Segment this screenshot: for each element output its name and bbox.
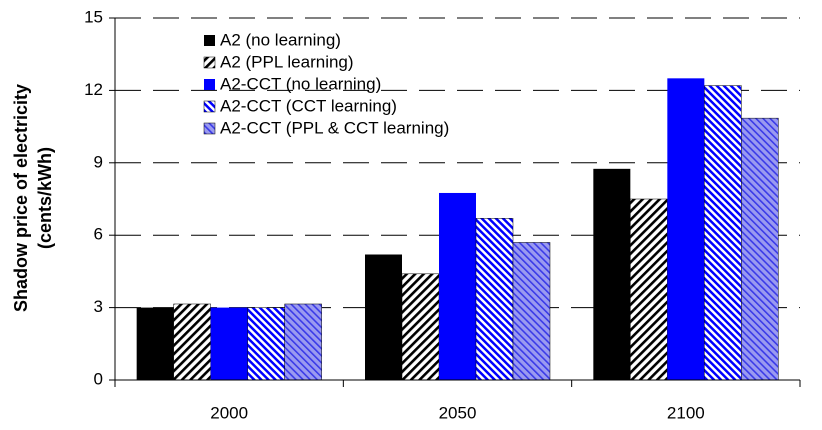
bar [284, 303, 322, 381]
bar [210, 307, 248, 380]
legend-label: A2-CCT (CCT learning) [220, 96, 397, 115]
x-tick-label: 2050 [439, 403, 477, 422]
bar [439, 192, 476, 380]
x-tick-label: 2000 [210, 403, 248, 422]
y-axis-label: Shadow price of electricity [11, 84, 31, 312]
legend-label: A2 (PPL learning) [220, 52, 354, 71]
bar [475, 218, 514, 381]
bar [593, 168, 631, 380]
legend-swatch [203, 122, 216, 135]
y-tick-label: 3 [94, 297, 103, 316]
bar [512, 242, 551, 381]
bar [401, 273, 440, 381]
bar [741, 117, 779, 381]
legend-swatch [204, 79, 215, 90]
y-axis-label: (cents/kWh) [35, 147, 55, 249]
bar [247, 307, 285, 381]
bar [365, 254, 402, 380]
legend-label: A2-CCT (no learning) [220, 74, 381, 93]
y-tick-label: 0 [94, 369, 103, 388]
bar [704, 85, 742, 381]
bar [173, 303, 211, 381]
legend-swatch [204, 35, 215, 46]
y-tick-label: 6 [94, 225, 103, 244]
y-tick-label: 12 [84, 80, 103, 99]
y-tick-label: 9 [94, 152, 103, 171]
bar [667, 78, 705, 380]
bar [630, 198, 668, 381]
bar [136, 307, 174, 380]
legend-swatch [203, 100, 216, 113]
y-tick-label: 15 [84, 7, 103, 26]
legend-label: A2-CCT (PPL & CCT learning) [220, 118, 449, 137]
legend-swatch [203, 56, 216, 69]
x-tick-label: 2100 [667, 403, 705, 422]
legend-label: A2 (no learning) [220, 30, 341, 49]
